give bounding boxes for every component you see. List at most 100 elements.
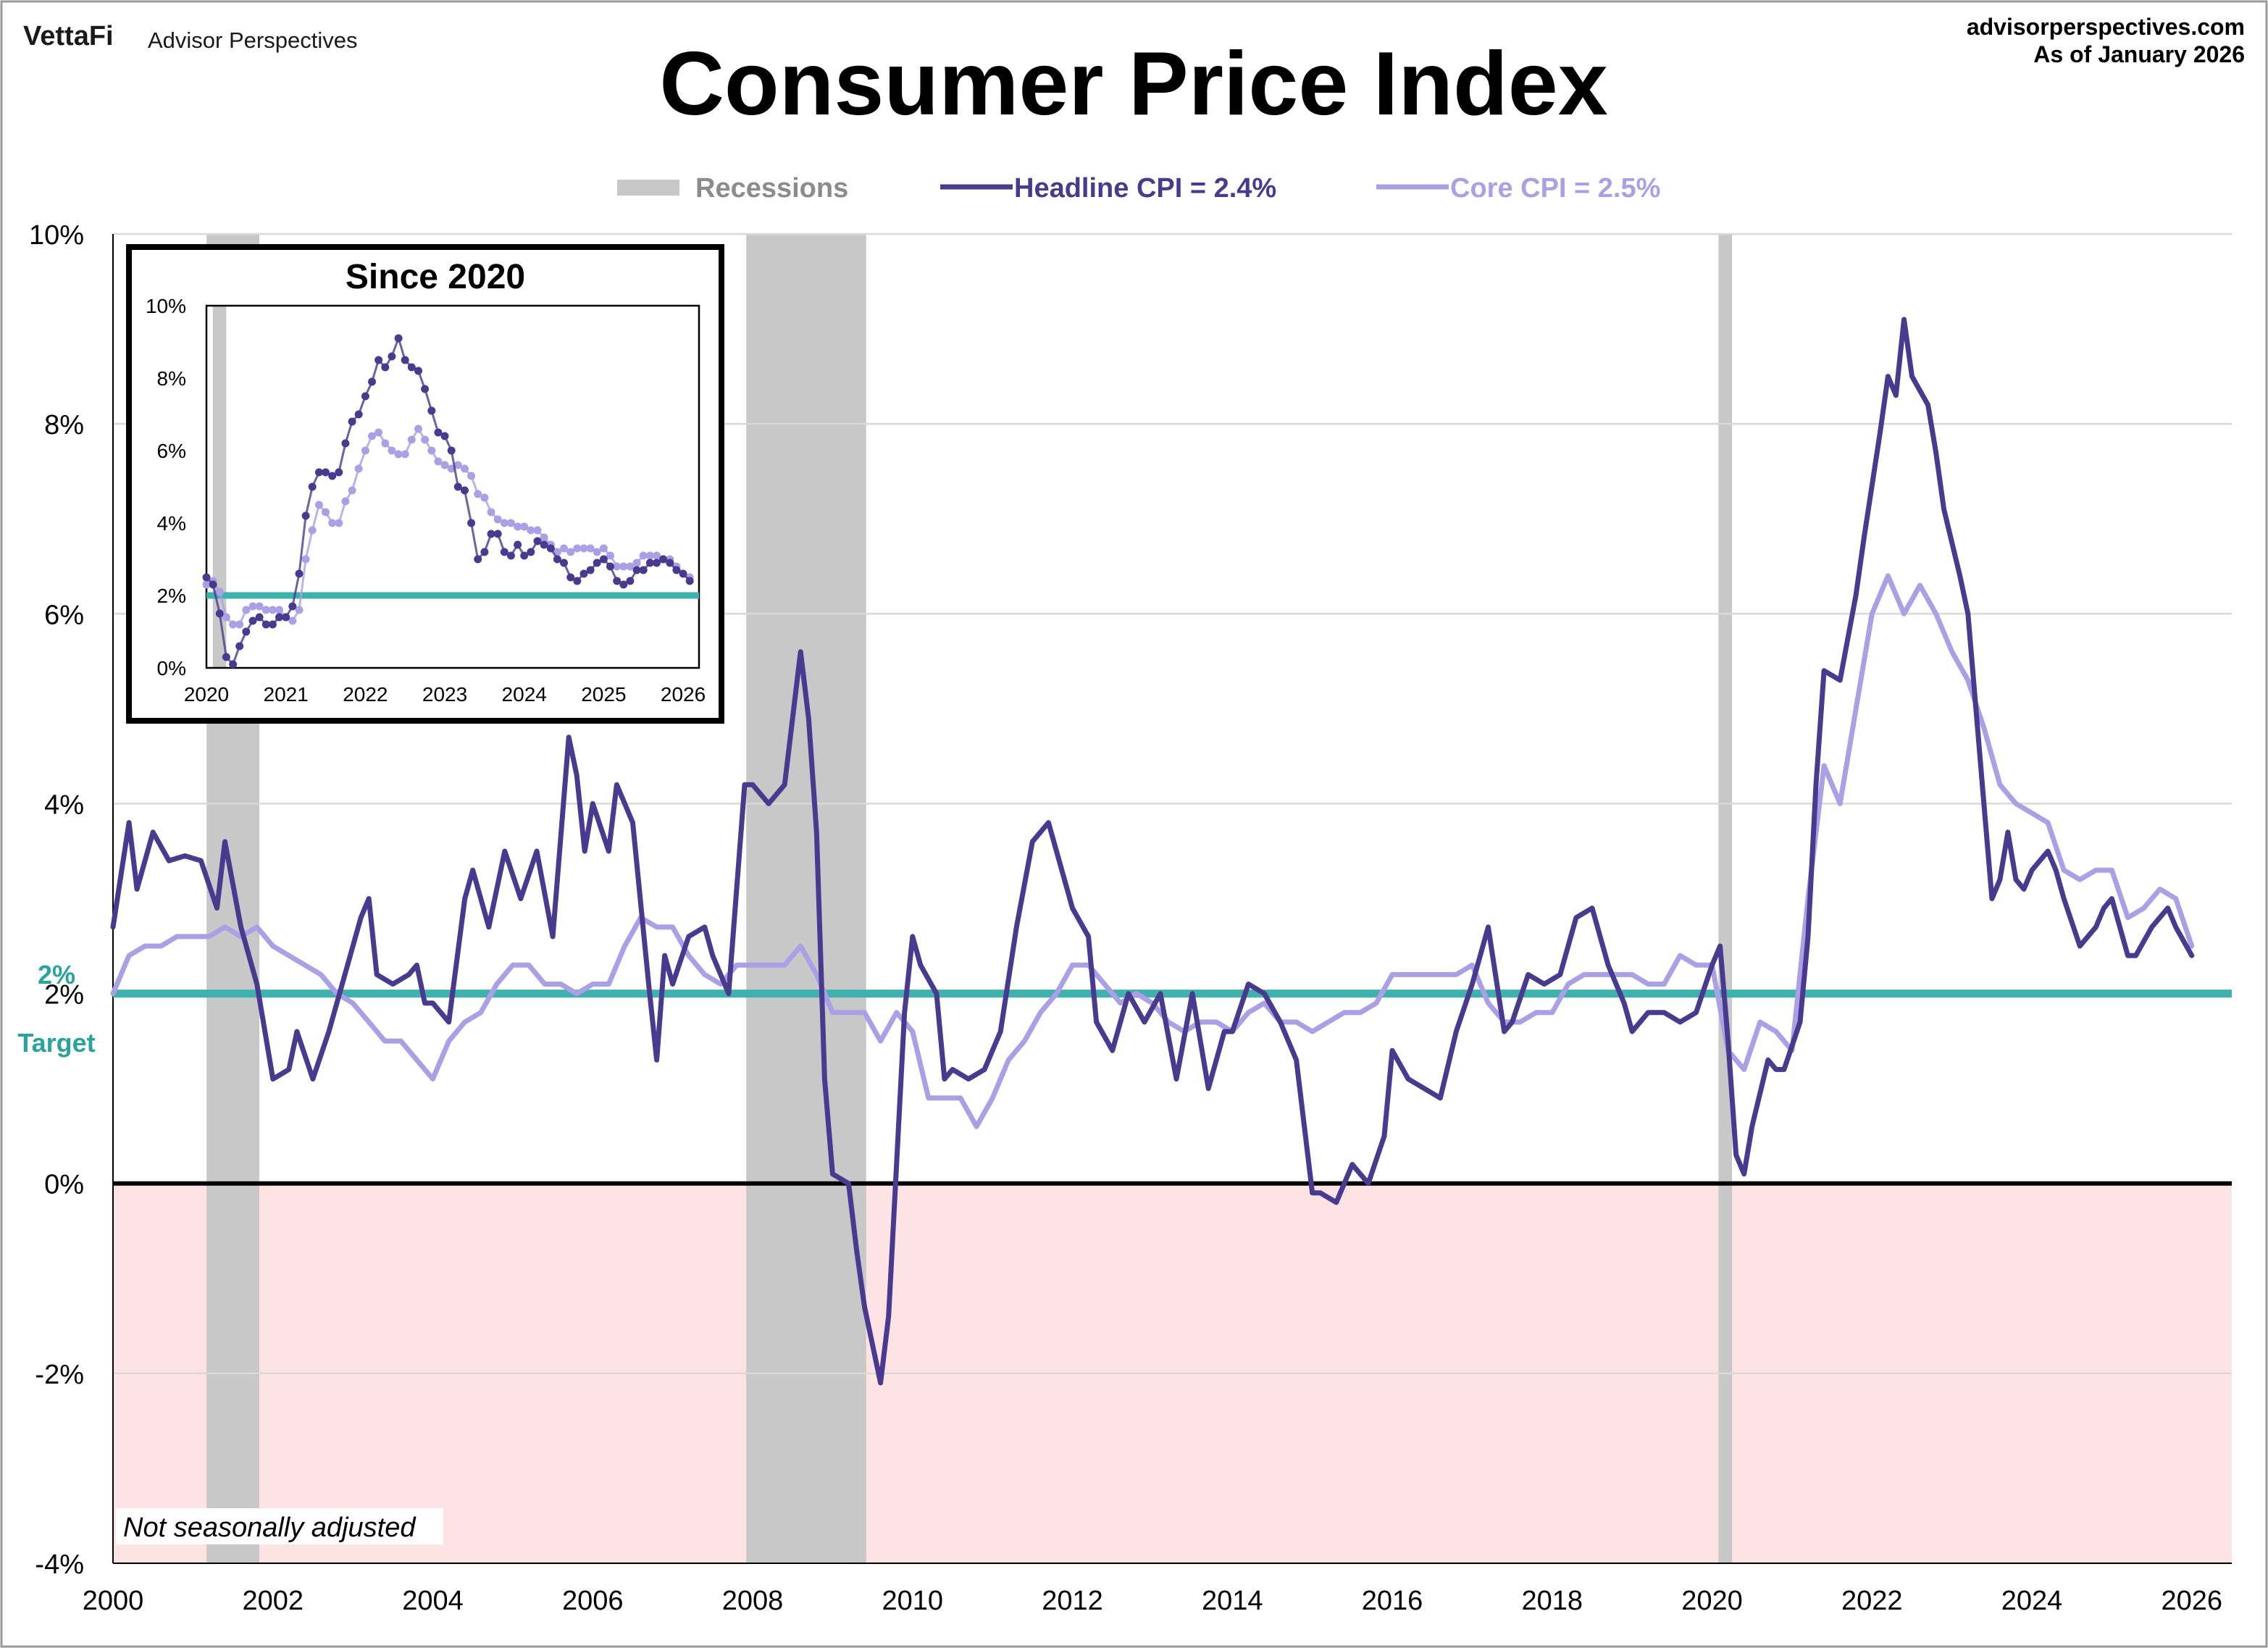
series-lines <box>110 317 2195 1386</box>
inset-core-point <box>322 508 330 516</box>
inset-headline-point <box>632 566 641 574</box>
inset-core-point <box>314 501 323 509</box>
x-tick-label: 2006 <box>562 1586 624 1616</box>
inset-core-point <box>261 606 270 614</box>
site-url: advisorperspectives.com <box>1967 14 2245 40</box>
brand-subtitle: Advisor Perspectives <box>148 28 357 53</box>
inset-frame <box>126 244 724 724</box>
inset-y-tick-label: 4% <box>157 512 186 535</box>
inset-y-tick-label: 6% <box>157 440 186 462</box>
inset-core-point <box>301 555 310 564</box>
legend: Recessions Headline CPI = 2.4% Core CPI … <box>617 173 1660 204</box>
legend-recessions-label: Recessions <box>695 173 848 204</box>
inset-headline-point <box>248 616 257 625</box>
inset-x-tick-label: 2020 <box>184 683 229 706</box>
inset-core-point <box>242 606 251 614</box>
inset-headline-point <box>506 551 515 560</box>
y-tick-label: 10% <box>29 220 84 251</box>
inset-core-point <box>619 562 628 571</box>
inset-x-tick-label: 2025 <box>581 683 626 706</box>
inset-x-axis-ticks: 2020 2021 2022 2023 2024 2025 2026 <box>184 683 706 706</box>
inset-headline-point <box>374 356 383 364</box>
inset-headline-point <box>282 613 290 622</box>
inset-headline-point <box>235 642 244 651</box>
inset-headline-point <box>361 392 369 401</box>
inset-x-tick-label: 2021 <box>264 683 309 706</box>
inset-core-point <box>348 486 356 495</box>
inset-core-point <box>440 461 449 469</box>
inset-core-point <box>566 548 575 556</box>
inset-core-point <box>248 602 257 611</box>
inset-headline-point <box>626 577 635 585</box>
inset-headline-point <box>461 486 469 495</box>
legend-core-label: Core CPI = 2.5% <box>1450 173 1660 204</box>
inset-headline-point <box>407 363 416 372</box>
inset-headline-point <box>467 519 476 527</box>
inset-core-point <box>388 446 396 455</box>
inset-headline-point <box>322 468 330 477</box>
inset-recession-band <box>212 306 227 668</box>
inset-headline-point <box>215 609 224 618</box>
inset-headline-point <box>533 537 542 545</box>
inset-core-point <box>626 562 635 571</box>
inset-headline-point <box>520 551 529 560</box>
inset-headline-point <box>335 468 343 477</box>
inset-core-point <box>421 435 430 444</box>
y-tick-label: 8% <box>44 410 84 440</box>
inset-core-point <box>500 519 509 527</box>
inset-headline-point <box>672 566 681 574</box>
inset-headline-point <box>401 356 409 364</box>
x-tick-label: 2002 <box>242 1586 304 1616</box>
inset-headline-point <box>546 544 555 553</box>
inset-headline-point <box>579 569 588 578</box>
inset-headline-point <box>394 334 403 343</box>
inset-x-tick-label: 2023 <box>422 683 467 706</box>
inset-headline-point <box>480 548 489 556</box>
inset-core-point <box>467 472 476 480</box>
seasonal-note: Not seasonally adjusted <box>123 1513 417 1543</box>
inset-core-point <box>461 464 469 473</box>
legend-recessions-swatch <box>617 180 679 196</box>
inset-core-point <box>599 544 608 553</box>
inset-headline-point <box>586 566 595 574</box>
inset-core-point <box>493 515 502 524</box>
inset-core-point <box>361 446 369 455</box>
inset-headline-point <box>679 569 687 578</box>
x-tick-label: 2016 <box>1362 1586 1423 1616</box>
inset-headline-point <box>514 540 522 549</box>
inset-core-point <box>540 533 548 542</box>
inset-core-point <box>632 559 641 567</box>
inset-title: Since 2020 <box>346 258 525 296</box>
inset-core-point <box>427 446 436 455</box>
y-tick-label: -4% <box>35 1549 84 1580</box>
x-tick-label: 2010 <box>882 1586 944 1616</box>
inset-headline-point <box>447 446 456 455</box>
inset-headline-point <box>348 417 356 426</box>
inset-headline-point <box>613 577 622 585</box>
inset-core-point <box>520 522 529 531</box>
x-tick-label: 2004 <box>402 1586 464 1616</box>
inset-headline-point <box>453 482 462 491</box>
inset-core-point <box>653 551 661 560</box>
x-axis-ticks: 2000 2002 2004 2006 2008 2010 2012 2014 2016 2018… <box>83 1586 2222 1616</box>
inset-headline-point <box>275 613 283 622</box>
inset-y-tick-label: 10% <box>146 295 186 317</box>
inset-core-point <box>579 544 588 553</box>
inset-headline-point <box>566 573 575 582</box>
x-tick-label: 2012 <box>1042 1586 1103 1616</box>
inset-core-point <box>480 493 489 502</box>
x-tick-label: 2020 <box>1681 1586 1743 1616</box>
chart-title: Consumer Price Index <box>659 34 1607 134</box>
inset-y-tick-label: 0% <box>157 657 186 679</box>
inset-headline-point <box>202 573 211 582</box>
inset-series <box>202 334 699 669</box>
inset-headline-point <box>619 580 628 589</box>
inset-core-point <box>335 519 343 527</box>
inset-headline-point <box>229 660 238 669</box>
inset-headline-point <box>540 540 548 549</box>
inset-headline-point <box>653 559 661 567</box>
inset-headline-point <box>368 377 376 386</box>
inset-headline-point <box>606 562 614 571</box>
inset-core-point <box>381 439 390 448</box>
inset-core-point <box>586 544 595 553</box>
